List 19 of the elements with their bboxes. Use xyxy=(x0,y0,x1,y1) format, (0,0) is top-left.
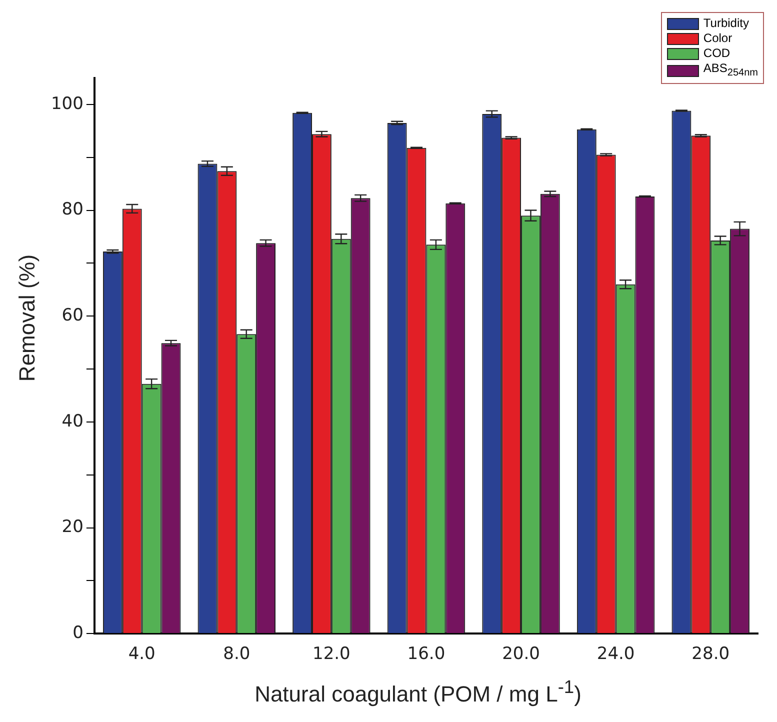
y-tick-label: 40 xyxy=(62,411,84,432)
x-tick-label: 28.0 xyxy=(692,644,730,664)
x-tick-label: 12.0 xyxy=(312,644,350,664)
x-tick-label: 8.0 xyxy=(223,644,250,664)
x-tick-label: 16.0 xyxy=(407,644,446,664)
x-axis-title: Natural coagulant (POM / mg L$^{-1}$) xyxy=(254,676,582,708)
y-tick-label: 100 xyxy=(50,94,84,114)
y-tick-label: 20 xyxy=(62,517,84,538)
x-tick-label: 24.0 xyxy=(596,644,635,664)
legend-label: Color xyxy=(703,31,732,46)
legend-label: ABS$_{254nm}$ xyxy=(703,61,758,80)
y-tick-label: 80 xyxy=(62,200,84,220)
legend-label: COD xyxy=(703,46,730,61)
legend-label: Turbidity xyxy=(703,16,749,31)
x-tick-label: 4.0 xyxy=(128,644,156,664)
x-tick-label: 20.0 xyxy=(502,644,540,664)
y-axis-title: Removal (%) xyxy=(15,254,41,382)
y-tick-label: 0 xyxy=(72,623,84,644)
y-tick-label: 60 xyxy=(62,306,84,326)
